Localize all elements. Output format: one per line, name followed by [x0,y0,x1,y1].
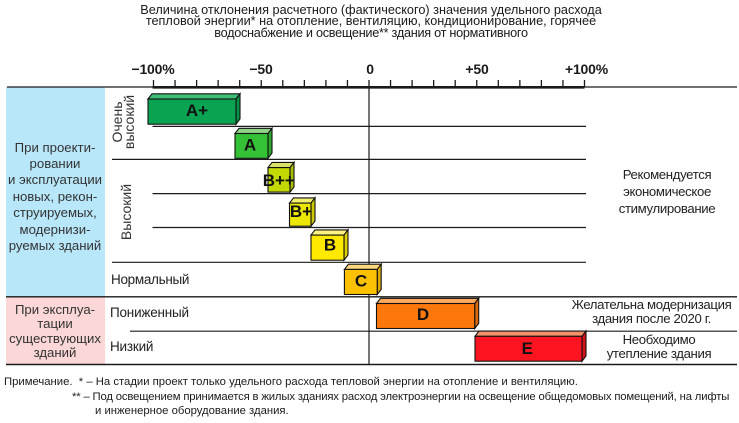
svg-text:A: A [244,135,256,154]
svg-text:C: C [355,271,367,290]
svg-text:B+: B+ [290,202,312,221]
svg-text:E: E [522,339,533,358]
svg-text:B++: B++ [263,171,295,190]
svg-text:B: B [324,236,336,255]
svg-text:A+: A+ [186,101,208,120]
svg-text:D: D [417,305,429,324]
